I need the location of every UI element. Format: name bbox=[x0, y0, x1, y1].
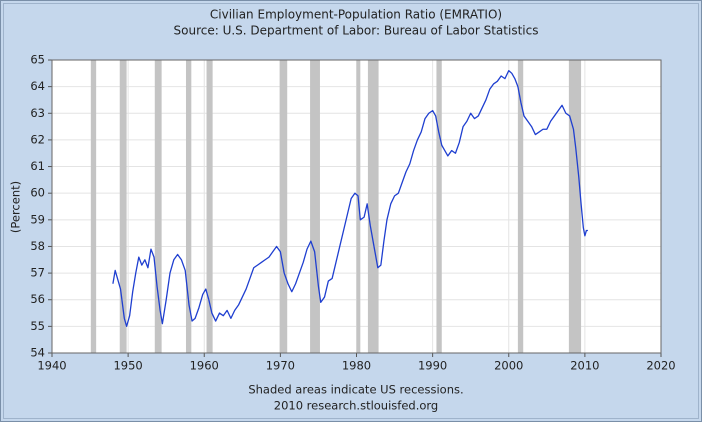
y-axis-label: (Percent) bbox=[9, 181, 23, 233]
x-tick-label: 1960 bbox=[190, 359, 219, 373]
recession-band bbox=[90, 60, 97, 353]
recession-band bbox=[154, 60, 162, 353]
recession-band bbox=[206, 60, 213, 353]
x-tick-label: 1980 bbox=[342, 359, 371, 373]
credit: 2010 research.stlouisfed.org bbox=[274, 399, 438, 413]
plot-border bbox=[51, 59, 662, 354]
y-tick-label: 65 bbox=[30, 53, 45, 67]
x-tick-label: 1940 bbox=[37, 359, 66, 373]
x-tick-label: 1990 bbox=[418, 359, 447, 373]
annotation: Shaded areas indicate US recessions. bbox=[248, 383, 463, 397]
x-tick-label: 2020 bbox=[646, 359, 675, 373]
y-tick-label: 60 bbox=[30, 186, 45, 200]
recession-band bbox=[310, 60, 320, 353]
y-tick-label: 62 bbox=[30, 132, 45, 146]
y-tick-label: 54 bbox=[30, 346, 45, 360]
y-tick-label: 55 bbox=[30, 319, 45, 333]
recession-band bbox=[517, 60, 524, 353]
x-tick-label: 2000 bbox=[494, 359, 523, 373]
y-tick-label: 56 bbox=[30, 292, 45, 306]
y-tick-label: 63 bbox=[30, 106, 45, 120]
recession-band bbox=[279, 60, 288, 353]
y-tick-label: 59 bbox=[30, 212, 45, 226]
chart-title: Civilian Employment-Population Ratio (EM… bbox=[210, 8, 502, 22]
x-tick-label: 1950 bbox=[113, 359, 142, 373]
chart-subtitle: Source: U.S. Department of Labor: Bureau… bbox=[174, 24, 539, 38]
recession-band bbox=[119, 60, 127, 353]
x-tick-label: 1970 bbox=[266, 359, 295, 373]
recession-band bbox=[568, 60, 582, 353]
y-tick-label: 64 bbox=[30, 79, 45, 93]
recession-band bbox=[367, 60, 379, 353]
x-tick-label: 2010 bbox=[570, 359, 599, 373]
data-line bbox=[112, 70, 588, 328]
inner-frame bbox=[3, 3, 699, 419]
recession-band bbox=[436, 60, 442, 353]
y-tick-label: 58 bbox=[30, 239, 45, 253]
recession-band bbox=[185, 60, 192, 353]
y-tick-label: 61 bbox=[30, 159, 45, 173]
y-tick-label: 57 bbox=[30, 266, 45, 280]
